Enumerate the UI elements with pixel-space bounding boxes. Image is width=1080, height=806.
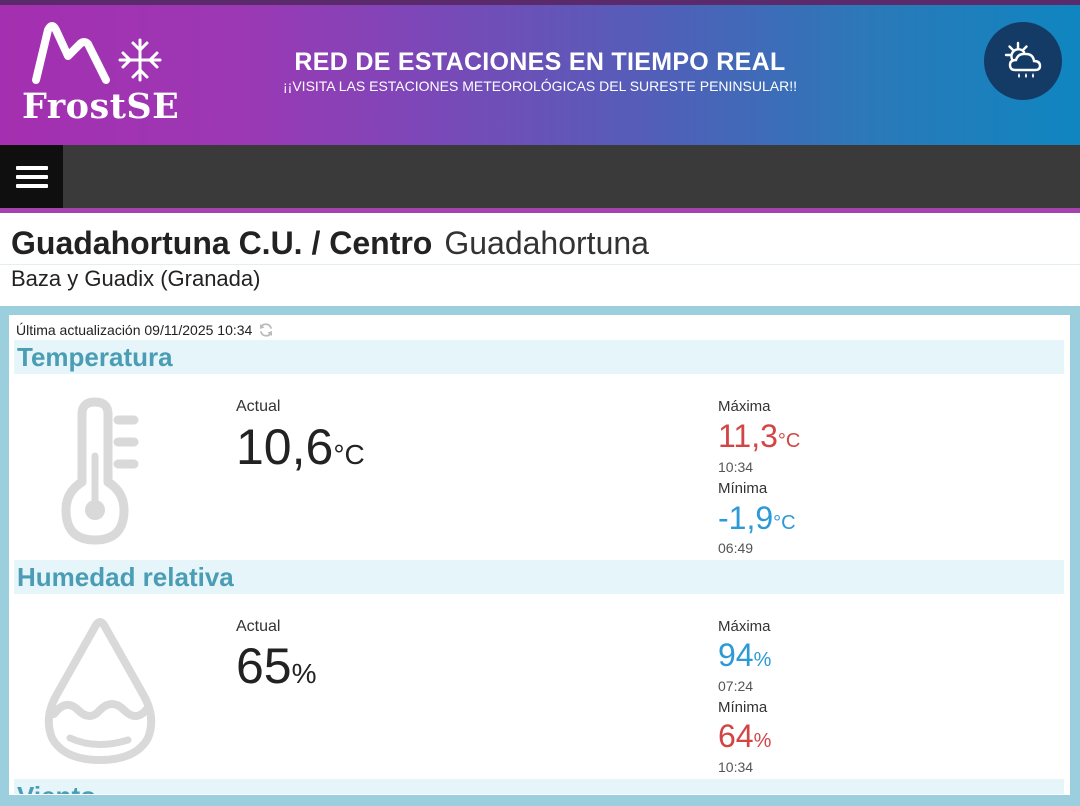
hum-actual: 65% [236,637,317,695]
hum-max: 94% [718,637,771,674]
last-update-text: Última actualización 09/11/2025 10:34 [16,322,253,338]
frostse-logo-icon[interactable] [20,18,172,128]
site-header: FrostSE RED DE ESTACIONES EN TIEMPO REAL… [0,0,1080,145]
hum-min: 64% [718,718,771,755]
thermometer-icon [61,397,139,545]
header-top-line [0,0,1080,5]
water-drop-icon [44,618,156,764]
weather-button[interactable] [984,22,1062,100]
hum-min-label: Mínima [718,699,768,716]
temperature-header: Temperatura [14,340,1064,374]
hum-max-time: 07:24 [718,678,754,694]
hum-actual-label: Actual [236,618,281,635]
temp-max-unit: °C [777,430,801,452]
wind-title: Viento [17,781,96,794]
wind-header: Viento [14,779,1064,794]
hum-actual-value: 65 [236,638,292,694]
accent-divider [0,208,1080,213]
nav-bar [0,145,1080,208]
cloud-sun-rain-icon [1004,41,1042,78]
header-title: RED DE ESTACIONES EN TIEMPO REAL [294,48,786,76]
hum-max-label: Máxima [718,618,771,635]
humidity-header: Humedad relativa [14,560,1064,594]
temp-max-value: 11,3 [718,418,778,454]
hum-min-unit: % [753,730,772,752]
menu-button[interactable] [0,145,63,208]
hum-min-time: 10:34 [718,759,754,775]
humidity-title: Humedad relativa [17,562,234,592]
temp-min-value: -1,9 [718,500,774,536]
station-title: Guadahortuna C.U. / Centro Guadahortuna [11,225,649,262]
temp-actual-unit: °C [333,439,365,470]
hum-max-unit: % [753,649,772,671]
temp-min-unit: °C [773,512,796,534]
hum-actual-unit: % [291,658,317,689]
station-city: Guadahortuna [444,225,649,261]
temp-actual-value: 10,6 [236,419,334,475]
logo-text: FrostSE [22,86,180,127]
temp-actual-label: Actual [236,398,281,415]
data-panel [9,315,1070,795]
hum-min-value: 64 [718,718,754,754]
title-separator [0,264,1080,265]
temperature-title: Temperatura [17,342,173,372]
temp-max-label: Máxima [718,398,771,415]
hamburger-menu-icon [16,166,48,170]
temp-min-label: Mínima [718,480,768,497]
temp-max: 11,3°C [718,418,800,455]
hamburger-menu-icon [16,175,48,179]
temp-max-time: 10:34 [718,459,754,475]
refresh-icon[interactable] [258,322,274,338]
hum-max-value: 94 [718,637,754,673]
last-update: Última actualización 09/11/2025 10:34 [16,322,274,338]
temp-min-time: 06:49 [718,540,754,556]
header-subtitle: ¡¡VISITA LAS ESTACIONES METEOROLÓGICAS D… [283,78,797,94]
station-region: Baza y Guadix (Granada) [11,266,261,291]
station-name: Guadahortuna C.U. / Centro [11,225,433,261]
hamburger-menu-icon [16,184,48,188]
temp-actual: 10,6°C [236,418,365,476]
temp-min: -1,9°C [718,500,796,537]
